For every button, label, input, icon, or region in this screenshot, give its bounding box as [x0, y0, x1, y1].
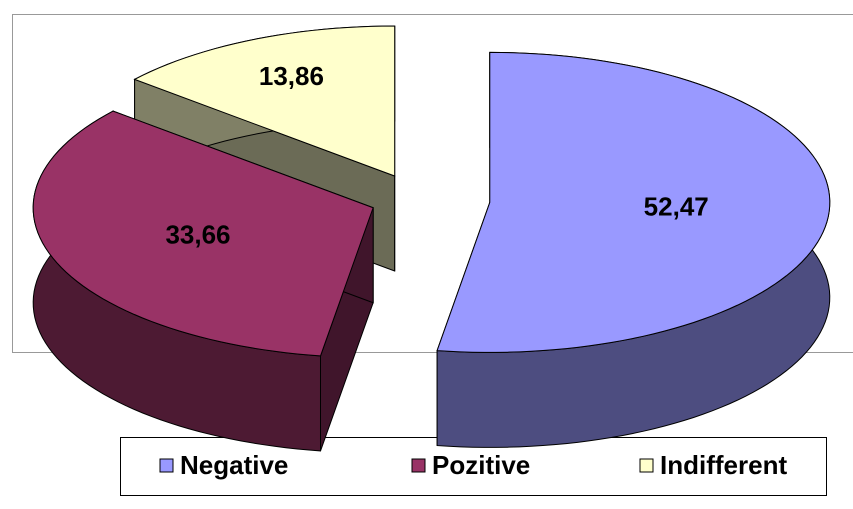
- legend-swatch: [411, 458, 426, 473]
- legend-label: Pozitive: [432, 450, 530, 480]
- pie-slice: [436, 51, 831, 448]
- pie-slice: [32, 110, 374, 452]
- legend-label: Indifferent: [660, 450, 787, 480]
- data-label: 52,47: [644, 192, 709, 222]
- legend-swatch: [159, 458, 174, 473]
- legend-label: Negative: [180, 450, 288, 480]
- slice-top: [32, 110, 374, 357]
- data-label: 13,86: [259, 61, 324, 91]
- data-label: 33,66: [165, 219, 230, 249]
- slice-top: [436, 51, 831, 353]
- slice-top: [133, 25, 396, 177]
- legend-swatch: [639, 458, 654, 473]
